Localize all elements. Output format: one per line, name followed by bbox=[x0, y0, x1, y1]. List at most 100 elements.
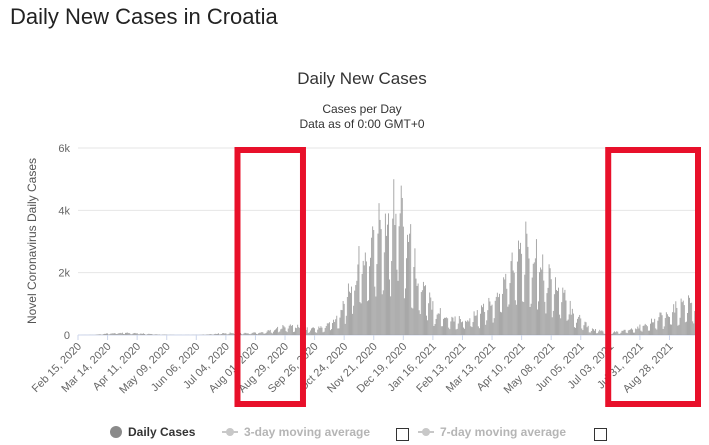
bar bbox=[425, 285, 426, 335]
bar bbox=[334, 321, 336, 335]
bar bbox=[655, 328, 657, 335]
bar bbox=[583, 325, 585, 335]
bar bbox=[534, 258, 536, 335]
bar bbox=[620, 332, 622, 335]
bar bbox=[327, 323, 329, 335]
bar bbox=[559, 314, 561, 335]
bar bbox=[570, 314, 572, 335]
bar bbox=[550, 279, 552, 335]
bar bbox=[528, 258, 530, 335]
bar bbox=[341, 310, 343, 335]
bar bbox=[524, 274, 526, 335]
bar bbox=[563, 292, 565, 335]
bar bbox=[111, 333, 113, 335]
bar bbox=[407, 234, 408, 335]
bar bbox=[385, 235, 387, 335]
bar bbox=[148, 333, 150, 335]
toggle-3day-checkbox[interactable] bbox=[396, 428, 409, 441]
bar bbox=[689, 297, 690, 335]
bar bbox=[581, 328, 583, 335]
bar bbox=[493, 318, 495, 335]
bar bbox=[494, 300, 496, 335]
bar bbox=[671, 324, 673, 335]
bar bbox=[613, 332, 614, 335]
bar bbox=[261, 332, 263, 335]
bar bbox=[584, 321, 586, 335]
bar bbox=[124, 334, 125, 335]
bar bbox=[433, 325, 435, 335]
bar bbox=[308, 332, 310, 335]
bar bbox=[687, 312, 688, 335]
bar bbox=[242, 334, 244, 335]
bar bbox=[215, 333, 217, 335]
bar bbox=[377, 233, 379, 335]
bar bbox=[532, 263, 534, 335]
bar bbox=[552, 310, 554, 335]
bar bbox=[267, 329, 269, 335]
bar bbox=[383, 252, 385, 335]
bar bbox=[603, 333, 605, 335]
bar bbox=[210, 334, 212, 335]
bar bbox=[379, 219, 381, 335]
bar bbox=[659, 312, 661, 335]
bar bbox=[501, 312, 502, 335]
bar bbox=[391, 261, 393, 335]
bar bbox=[598, 331, 600, 335]
bar bbox=[460, 322, 462, 335]
bar bbox=[647, 330, 649, 335]
bar bbox=[143, 333, 144, 335]
bar bbox=[395, 213, 397, 335]
bar bbox=[389, 279, 391, 335]
bar bbox=[222, 333, 224, 335]
bar bbox=[615, 332, 617, 335]
bar bbox=[276, 328, 277, 335]
bar bbox=[434, 324, 436, 335]
bar bbox=[504, 279, 506, 335]
bar bbox=[456, 328, 458, 335]
bar bbox=[503, 277, 505, 335]
bar bbox=[644, 323, 646, 335]
bar bbox=[505, 273, 507, 335]
bar bbox=[228, 333, 230, 335]
bar bbox=[483, 303, 485, 335]
bar bbox=[357, 264, 359, 335]
bar bbox=[110, 333, 112, 335]
bar bbox=[679, 317, 681, 335]
bar bbox=[490, 305, 492, 335]
legend-label: Daily Cases bbox=[128, 425, 196, 439]
bar bbox=[248, 334, 250, 335]
bar bbox=[657, 320, 659, 335]
chart-subtitle: Cases per Day bbox=[322, 102, 401, 116]
toggle-7day-checkbox[interactable] bbox=[594, 428, 607, 441]
bar bbox=[513, 272, 515, 335]
bar bbox=[540, 267, 542, 335]
bar bbox=[216, 333, 218, 335]
bar bbox=[282, 325, 284, 335]
bar bbox=[299, 328, 301, 335]
bar bbox=[641, 331, 643, 335]
bar bbox=[673, 304, 675, 335]
legend-daily-cases[interactable]: Daily Cases bbox=[110, 425, 195, 439]
bar bbox=[675, 301, 677, 335]
legend-7day-average[interactable]: 7-day moving average bbox=[418, 425, 566, 439]
bar bbox=[374, 286, 376, 335]
bar bbox=[332, 323, 333, 335]
legend-line-icon bbox=[418, 428, 434, 436]
bar bbox=[628, 329, 630, 335]
bar bbox=[132, 333, 134, 335]
bar bbox=[154, 334, 156, 335]
bar bbox=[117, 333, 119, 335]
legend-3day-average[interactable]: 3-day moving average bbox=[222, 425, 370, 439]
bar bbox=[595, 329, 596, 335]
bar bbox=[492, 322, 494, 335]
bar bbox=[354, 290, 356, 335]
bar bbox=[283, 326, 285, 335]
bar bbox=[259, 332, 261, 335]
bar bbox=[317, 329, 319, 335]
bar bbox=[263, 333, 265, 335]
bar bbox=[241, 334, 243, 335]
bar bbox=[429, 292, 431, 335]
bar bbox=[359, 302, 361, 335]
bar bbox=[564, 289, 566, 335]
bar bbox=[264, 333, 266, 335]
